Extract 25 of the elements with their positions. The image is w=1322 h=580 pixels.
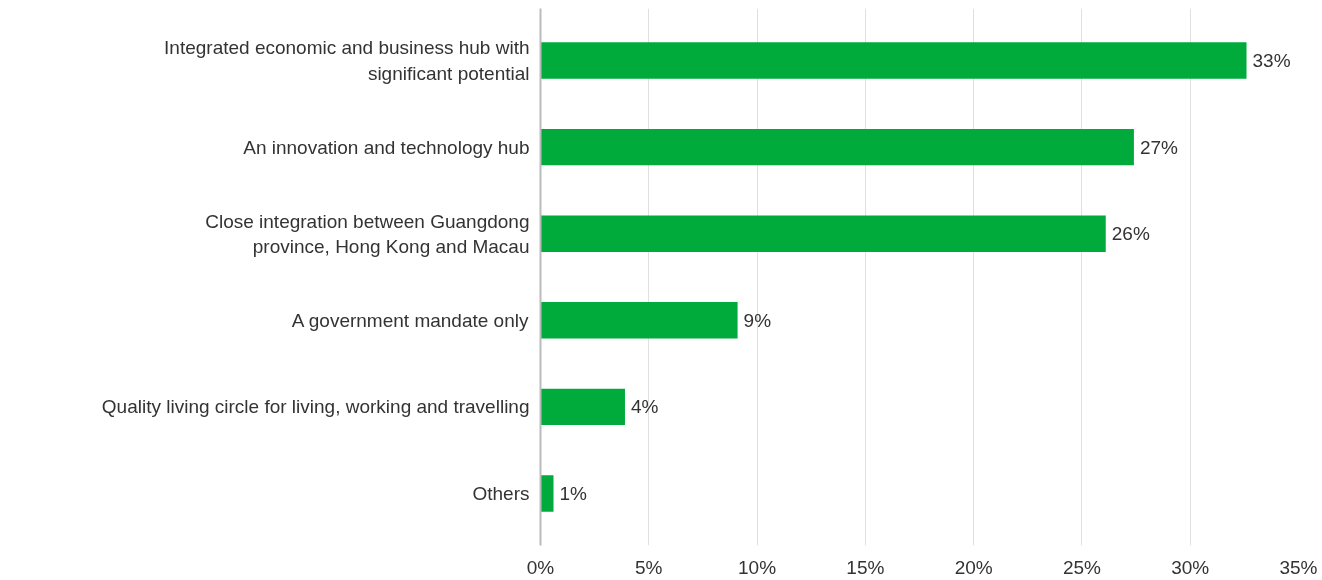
data-label: 33% — [1252, 49, 1291, 71]
y-tick-label: Close integration between Guangdong province, Hong Kong and Macau — [205, 210, 530, 257]
x-tick-label: 35% — [1279, 556, 1318, 578]
data-label: 1% — [559, 483, 588, 505]
x-tick-label: 25% — [1062, 556, 1102, 578]
y-tick-label: Others — [472, 483, 530, 505]
y-tick-label: A government mandate only — [291, 309, 529, 331]
data-label: 4% — [630, 396, 659, 418]
x-tick-label: 30% — [1171, 556, 1210, 578]
data-label: 9% — [743, 309, 772, 331]
bar — [540, 42, 1247, 79]
x-tick-label: 10% — [738, 556, 777, 578]
y-tick-label: Integrated economic and business hub with significant potential — [164, 37, 530, 84]
bar — [540, 128, 1134, 166]
x-tick-label: 20% — [954, 556, 993, 578]
data-label: 27% — [1139, 136, 1179, 158]
bar — [540, 302, 738, 339]
y-tick-label: An innovation and technology hub — [243, 136, 530, 158]
x-tick-label: 0% — [526, 556, 555, 578]
x-tick-label: 5% — [635, 556, 663, 578]
bar — [540, 215, 1106, 252]
bar — [540, 388, 625, 426]
data-label: 26% — [1111, 223, 1150, 245]
x-tick-label: 15% — [846, 556, 885, 578]
y-tick-label: Quality living circle for living, working and travelling — [101, 396, 530, 418]
